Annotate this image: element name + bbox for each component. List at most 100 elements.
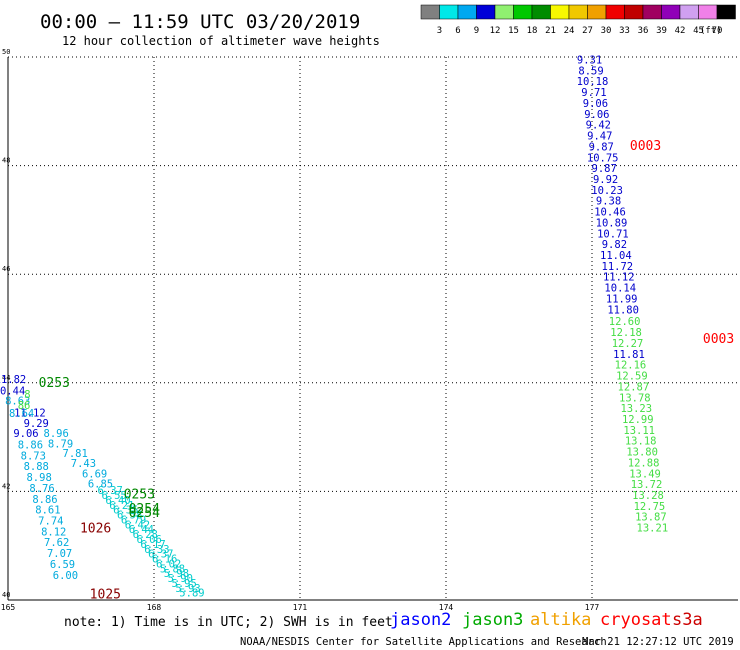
pass-time-label: 0253 xyxy=(39,376,70,391)
swh-value-label: 6.21 xyxy=(109,500,134,512)
swh-value-label: 12.75 xyxy=(634,501,666,513)
swh-value-label: 8.12 xyxy=(41,526,66,538)
swh-value-label: 11.72 xyxy=(602,261,634,273)
swh-value-label: 8.96 xyxy=(44,428,69,440)
color-scale-swatch xyxy=(624,4,644,20)
swh-value-label: 5.90 xyxy=(168,573,193,585)
x-tick-label: 165 xyxy=(1,603,16,612)
swh-value-label: 11.12 xyxy=(14,407,46,419)
swh-value-label: 9.87 xyxy=(592,163,617,175)
swh-value-label: 8.79 xyxy=(48,438,73,450)
swh-value-label: 8.73 xyxy=(21,450,46,462)
color-scale-swatch xyxy=(568,4,588,20)
swh-value-label: 8.98 xyxy=(26,472,51,484)
swh-value-label: 6.37 xyxy=(98,485,123,497)
swh-value-label: 5.88 xyxy=(160,563,185,575)
swh-value-label: 13.78 xyxy=(619,392,651,404)
color-scale-label: 30 xyxy=(601,26,612,36)
legend-entry-cryosat: cryosat xyxy=(600,610,672,630)
swh-value-label: 13.18 xyxy=(625,436,657,448)
color-scale-label: 33 xyxy=(619,26,630,36)
swh-value-label: 6.06 xyxy=(136,534,161,546)
swh-value-label: 11.99 xyxy=(606,293,638,305)
swh-value-label: 9.82 xyxy=(602,239,627,251)
swh-value-label: 13.23 xyxy=(620,403,652,415)
swh-value-label: 5.93 xyxy=(175,583,200,595)
swh-value-label: 13.28 xyxy=(632,490,664,502)
swh-value-label: 11.82 xyxy=(0,374,26,386)
satellite-legend: jason2 jason3 altika cryosat s3a xyxy=(390,610,703,630)
y-tick-label: 42 xyxy=(2,482,10,490)
swh-value-label: 13.80 xyxy=(626,447,658,459)
y-tick-label: 48 xyxy=(2,157,10,165)
color-scale-label: 39 xyxy=(656,26,667,36)
color-scale-label: 15 xyxy=(508,26,519,36)
color-scale-label: 27 xyxy=(582,26,593,36)
swh-value-label: 13.87 xyxy=(635,512,667,524)
swh-value-label: 11.12 xyxy=(603,272,635,284)
swh-value-label: 7.74 xyxy=(38,516,63,528)
swh-value-label: 8.59 xyxy=(578,65,603,77)
swh-value-label: 7.43 xyxy=(71,458,96,470)
swh-value-label: 7.62 xyxy=(44,537,69,549)
swh-value-label: 12.87 xyxy=(618,381,650,393)
chart-title: 00:00 – 11:59 UTC 03/20/2019 xyxy=(40,11,360,33)
pass-time-label: 0253 xyxy=(124,487,155,502)
swh-value-label: 9.92 xyxy=(593,174,618,186)
swh-value-label: 9.42 xyxy=(586,120,611,132)
color-scale-swatch xyxy=(420,4,440,20)
color-scale-label: 42 xyxy=(675,26,686,36)
swh-value-label: 12.16 xyxy=(615,360,647,372)
x-tick-label: 174 xyxy=(439,603,454,612)
swh-value-label: 6.17 xyxy=(140,539,165,551)
color-scale-swatch xyxy=(439,4,459,20)
swh-value-label: 9.71 xyxy=(581,87,606,99)
color-scale-label: 3 xyxy=(437,26,442,36)
swh-value-label: 8.64 xyxy=(9,408,34,420)
swh-value-label: 10.71 xyxy=(597,228,629,240)
swh-value-label: 6.79 xyxy=(121,514,146,526)
color-scale-swatch xyxy=(457,4,477,20)
swh-value-label: 6.02 xyxy=(156,558,181,570)
chart-subtitle: 12 hour collection of altimeter wave hei… xyxy=(62,34,380,48)
swh-value-label: 9.87 xyxy=(589,141,614,153)
color-scale-swatch xyxy=(605,4,625,20)
pass-time-label: 0003 xyxy=(703,332,734,347)
color-scale-swatch xyxy=(642,4,662,20)
swh-value-label: 13.49 xyxy=(629,468,661,480)
color-scale-label: 12 xyxy=(490,26,501,36)
swh-value-label: 9.31 xyxy=(577,55,602,67)
pass-time-label: 1025 xyxy=(90,587,121,602)
swh-value-label: 12.59 xyxy=(616,371,648,383)
swh-value-label: 10.89 xyxy=(596,217,628,229)
swh-value-label: 12.99 xyxy=(622,414,654,426)
swh-value-label: 6.42 xyxy=(125,519,150,531)
legend-entry-altika: altika xyxy=(530,610,591,630)
swh-value-label: 9.06 xyxy=(584,109,609,121)
swh-value-label: 10.23 xyxy=(591,185,623,197)
color-scale-swatch xyxy=(679,4,699,20)
footer-credit: NOAA/NESDIS Center for Satellite Applica… xyxy=(240,636,607,648)
color-scale-swatch xyxy=(494,4,514,20)
swh-value-label: 8.86 xyxy=(18,440,43,452)
swh-value-label: 6.16 xyxy=(152,554,177,566)
swh-value-label: 10.18 xyxy=(577,76,609,88)
legend-entry-jason3: jason3 xyxy=(462,610,523,630)
plot-area xyxy=(7,57,738,601)
swh-value-label: 10.14 xyxy=(604,283,636,295)
color-scale-label: 9 xyxy=(474,26,479,36)
color-scale-bar xyxy=(420,4,736,20)
pass-time-label: 0254 xyxy=(129,502,160,517)
color-scale-label: 6 xyxy=(455,26,460,36)
swh-point-labels: 9.318.5910.189.719.069.069.429.479.8710.… xyxy=(0,55,668,600)
color-scale-swatch xyxy=(587,4,607,20)
swh-value-label: 6.59 xyxy=(50,559,75,571)
swh-value-label: 6.55 xyxy=(101,490,126,502)
swh-value-label: 10.75 xyxy=(587,152,619,164)
color-scale-swatch xyxy=(513,4,533,20)
swh-value-label: 8.86 xyxy=(32,494,57,506)
y-tick-label: 44 xyxy=(2,374,10,382)
swh-value-label: 11.80 xyxy=(607,304,639,316)
